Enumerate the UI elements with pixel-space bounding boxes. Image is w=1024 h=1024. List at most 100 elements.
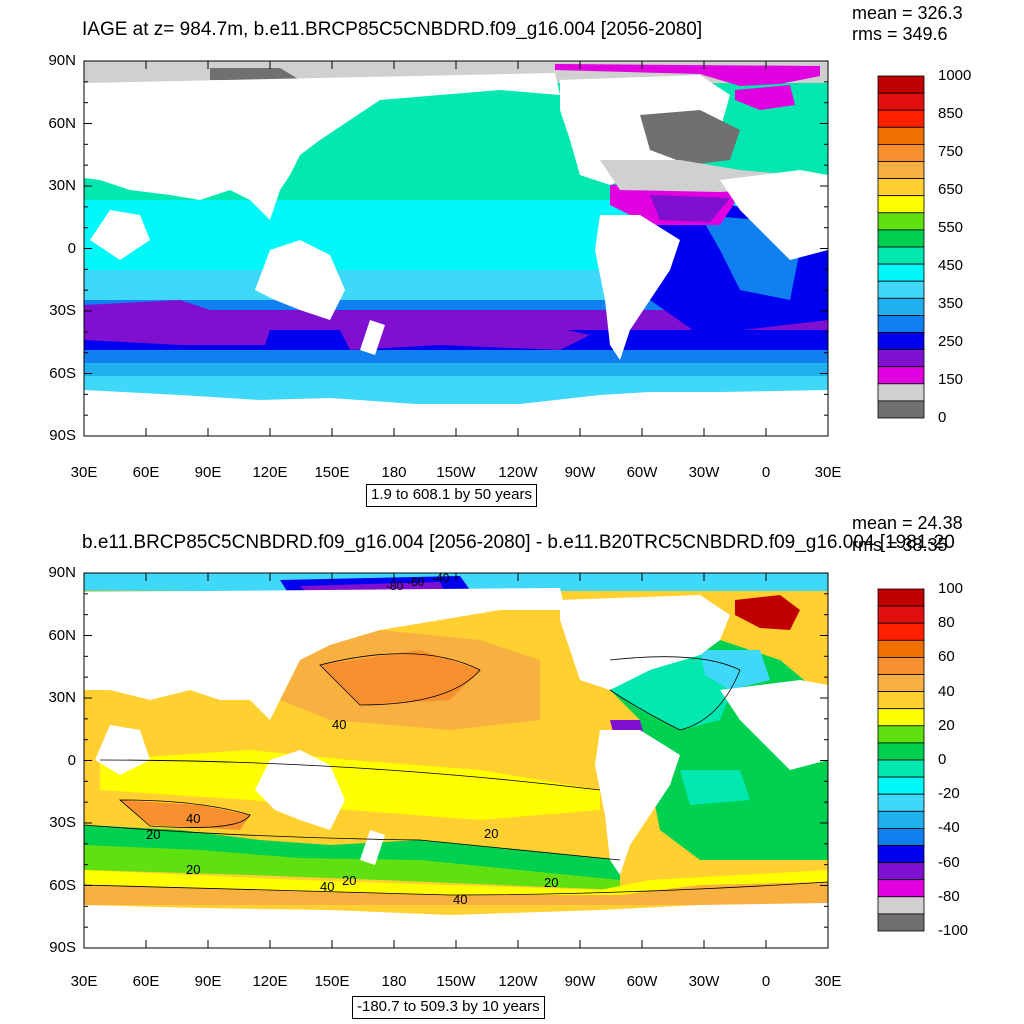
y-tick-label: 30S	[49, 814, 76, 831]
colorbar-swatch	[877, 229, 925, 248]
top-purple-central	[340, 315, 590, 350]
colorbar-swatch	[877, 742, 925, 761]
bot-land-australia	[255, 750, 345, 830]
colorbar-label: 550	[938, 219, 964, 236]
bot-north-pacific-core	[320, 650, 480, 705]
colorbar-label: 20	[938, 716, 955, 734]
colorbar-swatch	[877, 845, 925, 864]
y-tick-label: 30N	[48, 177, 76, 194]
bot-so-orange	[84, 882, 828, 905]
top-land-sa	[595, 215, 680, 360]
colorbar-swatch	[877, 622, 925, 641]
contour-label-11: -60	[407, 575, 425, 589]
colorbar-swatch	[877, 708, 925, 727]
x-tick-label: 60E	[132, 464, 160, 481]
x-tick-label: 90E	[194, 973, 222, 990]
x-tick-label: 180	[381, 973, 407, 990]
top-land-australia	[255, 240, 345, 320]
x-tick-label: 120W	[498, 464, 538, 481]
colorbar-swatch	[877, 691, 925, 710]
contour-label-2: 40	[186, 811, 201, 826]
top-atlantic-north2	[650, 195, 730, 222]
y-tick-label: 30N	[48, 689, 76, 706]
top-colorbar	[877, 75, 925, 419]
colorbar-swatch	[877, 588, 925, 607]
top-range-note: 1.9 to 608.1 by 50 years	[366, 484, 537, 507]
colorbar-swatch	[877, 400, 925, 419]
bottom-colorbar	[877, 588, 925, 932]
y-tick-label: 60S	[49, 876, 76, 894]
x-tick-label: 180	[381, 464, 407, 481]
colorbar-swatch	[877, 776, 925, 795]
contour-label-10: -80	[386, 579, 404, 593]
colorbar-label: 450	[938, 257, 964, 274]
top-band-blue2	[84, 350, 828, 365]
colorbar-label: 40	[938, 682, 955, 700]
top-rms-stat: rms = 349.6	[852, 24, 948, 44]
colorbar-swatch	[877, 674, 925, 693]
x-tick-label: 30E	[70, 973, 98, 990]
colorbar-label: -60	[938, 853, 960, 871]
contour-label-6: 20	[342, 873, 357, 888]
bot-atlantic-light	[700, 650, 770, 690]
top-land-nz	[360, 320, 385, 355]
y-tick-label: 60N	[48, 114, 76, 132]
bot-land-asia	[84, 588, 565, 720]
top-land-asia	[84, 73, 560, 220]
bottom-range-note: -180.7 to 509.3 by 10 years	[352, 996, 545, 1019]
colorbar-swatch	[877, 383, 925, 402]
colorbar-swatch	[877, 879, 925, 898]
colorbar-swatch	[877, 178, 925, 197]
bot-tropical-yellow	[100, 750, 600, 820]
bottom-rms-stat: rms = 38.35	[852, 535, 948, 555]
colorbar-label: 350	[938, 295, 964, 312]
x-tick-label: 30E	[814, 973, 842, 990]
colorbar-swatch	[877, 263, 925, 282]
colorbar-swatch	[877, 657, 925, 675]
colorbar-swatch	[877, 297, 925, 316]
y-tick-label: 90S	[49, 939, 76, 956]
bot-so-lightgreen	[84, 845, 620, 890]
x-tick-label: 60W	[626, 464, 658, 481]
colorbar-swatch	[877, 246, 925, 265]
colorbar-swatch	[877, 639, 925, 658]
top-purple-west	[84, 300, 270, 345]
top-land-gray-na	[640, 110, 740, 165]
colorbar-swatch	[877, 913, 925, 932]
colorbar-label: -20	[938, 785, 960, 803]
bot-so-green	[84, 825, 620, 880]
colorbar-swatch	[877, 143, 925, 162]
colorbar-swatch	[877, 109, 925, 128]
bot-land-madagascar	[95, 725, 150, 775]
bot-land-africa	[720, 680, 828, 770]
colorbar-label: 0	[938, 751, 947, 768]
y-tick-label: 60N	[48, 626, 76, 644]
y-tick-label: 30S	[49, 302, 76, 319]
colorbar-label: 80	[938, 614, 955, 632]
x-tick-label: 150W	[436, 464, 476, 481]
x-tick-label: 60W	[626, 973, 658, 990]
top-arctic-dark	[210, 68, 300, 80]
top-arctic-magenta	[555, 64, 820, 86]
colorbar-swatch	[877, 605, 925, 624]
colorbar-label: 850	[938, 105, 964, 122]
colorbar-label: 150	[938, 371, 964, 388]
bottom-chart-title: b.e11.BRCP85C5CNBDRD.f09_g16.004 [2056-2…	[82, 533, 955, 552]
y-tick-label: 60S	[49, 364, 76, 382]
x-tick-label: 0	[761, 973, 771, 990]
colorbar-swatch	[877, 161, 925, 180]
colorbar-label: 1000	[938, 67, 972, 84]
colorbar-label: 750	[938, 143, 964, 160]
contour-label-9: 20	[544, 875, 559, 890]
colorbar-swatch	[877, 759, 925, 778]
x-tick-label: 60E	[132, 973, 160, 990]
x-tick-label: 150E	[314, 464, 350, 481]
colorbar-label: 100	[938, 580, 964, 597]
y-tick-label: 90N	[48, 52, 76, 69]
y-tick-label: 0	[67, 239, 76, 257]
y-tick-label: 90N	[48, 564, 76, 581]
x-tick-label: 120W	[498, 973, 538, 990]
colorbar-swatch	[877, 810, 925, 829]
colorbar-label: 0	[938, 409, 947, 426]
x-tick-label: 0	[761, 464, 771, 481]
